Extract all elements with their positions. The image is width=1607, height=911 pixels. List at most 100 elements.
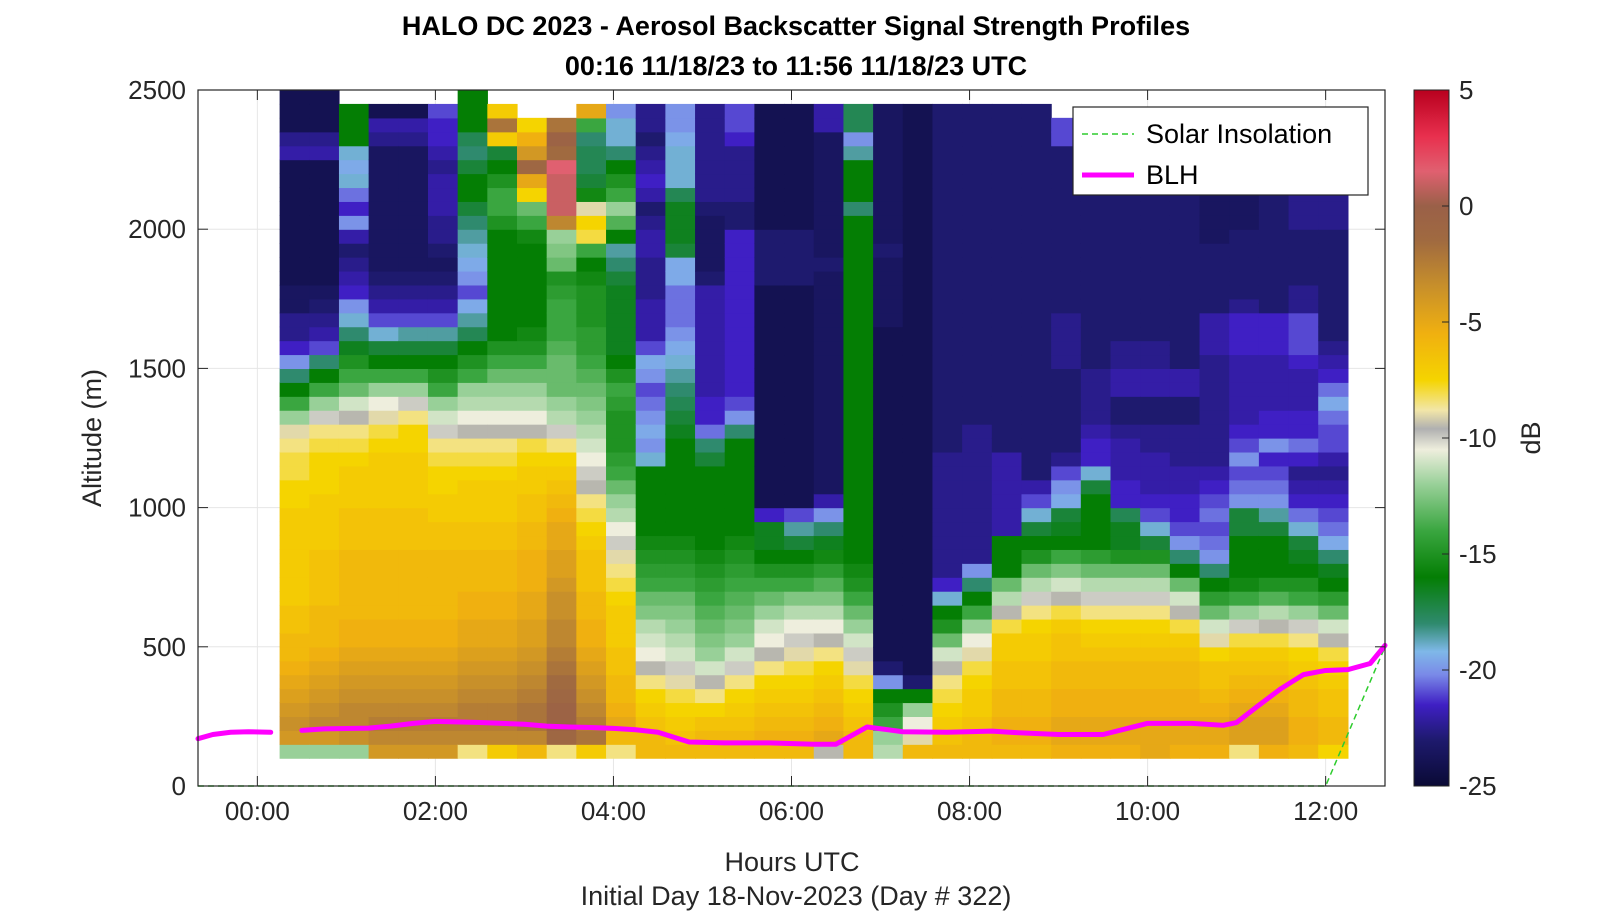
heatmap-cell bbox=[1288, 424, 1319, 439]
heatmap-cell bbox=[606, 660, 637, 676]
legend-label-solar: Solar Insolation bbox=[1146, 119, 1332, 149]
heatmap-cell bbox=[398, 632, 429, 648]
heatmap-cell bbox=[457, 145, 488, 161]
heatmap-cell bbox=[1229, 674, 1260, 690]
heatmap-cell bbox=[1199, 340, 1230, 356]
heatmap-cell bbox=[784, 354, 815, 369]
heatmap-cell bbox=[1258, 201, 1290, 216]
heatmap-cell bbox=[813, 632, 845, 648]
heatmap-cell bbox=[546, 340, 577, 356]
heatmap-cell bbox=[932, 354, 963, 369]
heatmap-cell bbox=[843, 438, 874, 453]
heatmap-cell bbox=[606, 368, 637, 383]
heatmap-cell bbox=[932, 117, 963, 133]
heatmap-cell bbox=[695, 354, 726, 369]
heatmap-cell bbox=[576, 702, 607, 717]
heatmap-cell bbox=[1140, 424, 1171, 439]
heatmap-cell bbox=[309, 257, 340, 272]
heatmap-cell bbox=[1021, 187, 1052, 202]
heatmap-cell bbox=[1110, 270, 1141, 286]
heatmap-cell bbox=[784, 312, 815, 328]
heatmap-cell bbox=[873, 563, 904, 578]
heatmap-cell bbox=[1318, 284, 1349, 300]
heatmap-cell bbox=[991, 145, 1023, 161]
heatmap-cell bbox=[1199, 688, 1230, 704]
heatmap-cell bbox=[1080, 396, 1112, 411]
heatmap-cell bbox=[784, 215, 815, 230]
heatmap-cell bbox=[754, 396, 785, 411]
heatmap-cell bbox=[487, 605, 518, 620]
heatmap-cell bbox=[695, 410, 726, 425]
heatmap-cell bbox=[1080, 229, 1112, 244]
heatmap-cell bbox=[309, 117, 340, 133]
heatmap-cell bbox=[695, 312, 726, 328]
heatmap-cell bbox=[279, 215, 310, 230]
heatmap bbox=[279, 90, 1349, 759]
heatmap-cell bbox=[1080, 298, 1112, 314]
heatmap-cell bbox=[1051, 507, 1082, 523]
heatmap-cell bbox=[784, 424, 815, 439]
heatmap-cell bbox=[724, 563, 755, 578]
heatmap-cell bbox=[487, 730, 518, 745]
heatmap-cell bbox=[843, 507, 874, 523]
heatmap-cell bbox=[576, 298, 607, 314]
heatmap-cell bbox=[279, 312, 310, 328]
heatmap-cell bbox=[695, 674, 726, 690]
heatmap-cell bbox=[368, 187, 399, 202]
heatmap-cell bbox=[457, 312, 488, 328]
heatmap-cell bbox=[635, 298, 666, 314]
heatmap-cell bbox=[1051, 493, 1082, 509]
heatmap-cell bbox=[665, 187, 696, 202]
heatmap-cell bbox=[427, 660, 459, 676]
heatmap-cell bbox=[487, 354, 518, 369]
heatmap-cell bbox=[427, 744, 459, 759]
heatmap-cell bbox=[1169, 618, 1201, 634]
heatmap-cell bbox=[991, 284, 1023, 300]
heatmap-cell bbox=[279, 340, 310, 356]
heatmap-cell bbox=[962, 424, 993, 439]
heatmap-cell bbox=[1229, 354, 1260, 369]
heatmap-cell bbox=[427, 479, 459, 495]
heatmap-cell bbox=[487, 660, 518, 676]
heatmap-cell bbox=[813, 312, 845, 328]
heatmap-cell bbox=[279, 131, 310, 147]
heatmap-cell bbox=[338, 284, 370, 300]
heatmap-cell bbox=[1169, 368, 1201, 383]
heatmap-cell bbox=[1021, 159, 1052, 175]
heatmap-cell bbox=[309, 451, 340, 467]
heatmap-cell bbox=[695, 451, 726, 467]
heatmap-cell bbox=[902, 493, 934, 509]
heatmap-cell bbox=[1080, 563, 1112, 578]
heatmap-cell bbox=[724, 368, 755, 383]
heatmap-cell bbox=[1288, 257, 1319, 272]
heatmap-cell bbox=[368, 145, 399, 161]
heatmap-cell bbox=[1110, 591, 1141, 606]
heatmap-cell bbox=[457, 618, 488, 634]
heatmap-cell bbox=[1288, 382, 1319, 397]
heatmap-cell bbox=[368, 465, 399, 481]
heatmap-cell bbox=[398, 354, 429, 369]
heatmap-cell bbox=[279, 145, 310, 161]
heatmap-cell bbox=[695, 493, 726, 509]
heatmap-cell bbox=[695, 145, 726, 161]
blh-line-0 bbox=[195, 729, 274, 742]
heatmap-cell bbox=[1258, 257, 1290, 272]
heatmap-cell bbox=[546, 354, 577, 369]
heatmap-cell bbox=[606, 117, 637, 133]
heatmap-cell bbox=[1258, 535, 1290, 550]
heatmap-cell bbox=[1021, 270, 1052, 286]
heatmap-cell bbox=[665, 117, 696, 133]
heatmap-cell bbox=[754, 117, 785, 133]
heatmap-cell bbox=[1169, 257, 1201, 272]
heatmap-cell bbox=[457, 396, 488, 411]
heatmap-cell bbox=[1080, 591, 1112, 606]
heatmap-cell bbox=[606, 744, 637, 759]
heatmap-cell bbox=[991, 201, 1023, 216]
heatmap-cell bbox=[1051, 326, 1082, 342]
heatmap-cell bbox=[487, 702, 518, 717]
heatmap-cell bbox=[635, 438, 666, 453]
heatmap-cell bbox=[517, 549, 548, 564]
heatmap-cell bbox=[1199, 730, 1230, 745]
x-axis-label: Hours UTC bbox=[724, 847, 859, 877]
heatmap-cell bbox=[724, 674, 755, 690]
